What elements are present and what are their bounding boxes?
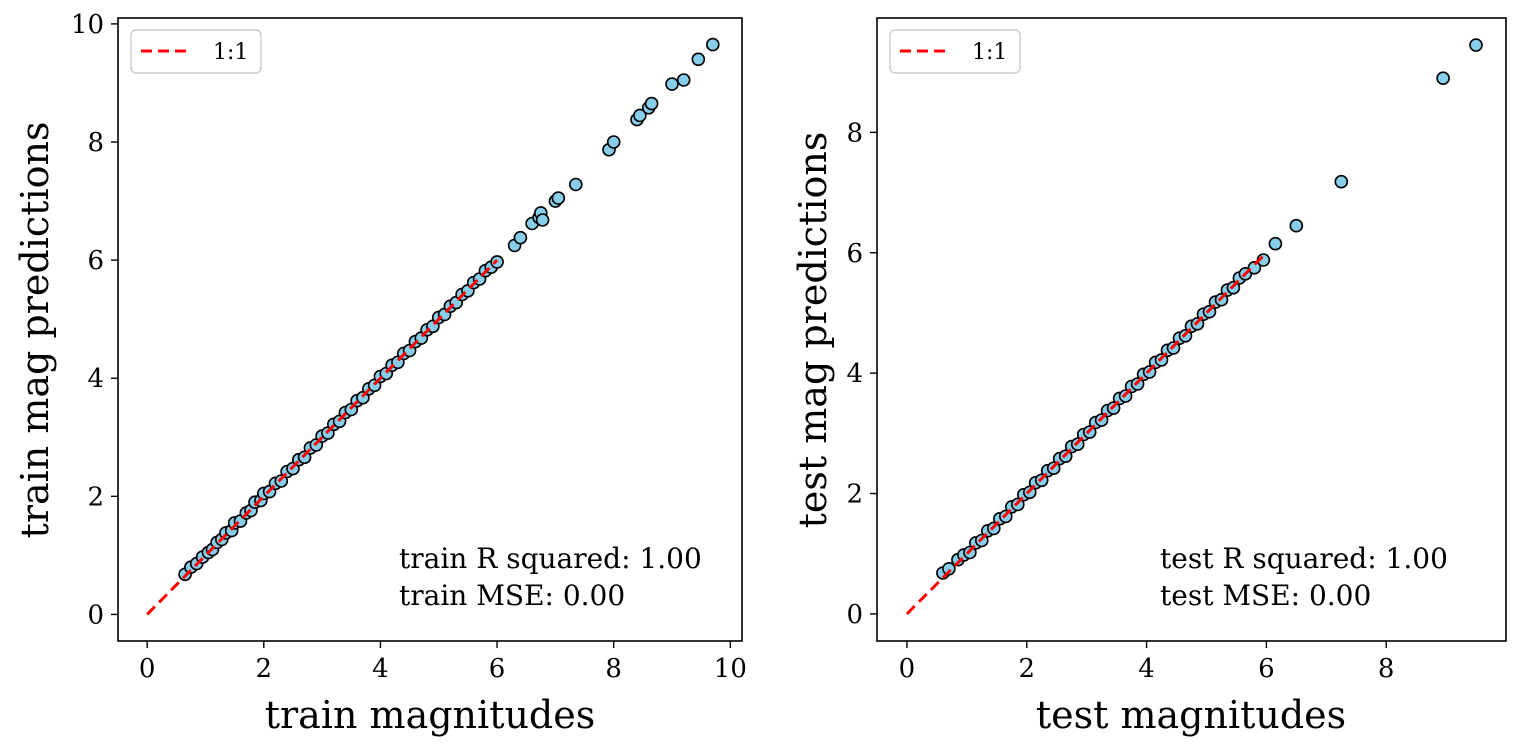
data-point <box>551 191 566 205</box>
panel-1-legend: 1:1 <box>130 29 262 74</box>
legend-box <box>130 29 262 74</box>
data-point <box>676 73 691 87</box>
x-tick-label: 8 <box>605 654 622 684</box>
y-tick-label: 8 <box>87 128 104 158</box>
panel-2-x-axis-title: test magnitudes <box>1036 693 1346 737</box>
data-point <box>1289 218 1304 233</box>
panel-1-r-squared-text: train R squared: 1.00 <box>399 542 702 575</box>
x-tick-label: 4 <box>1138 654 1155 684</box>
panel-1-mse-text: train MSE: 0.00 <box>399 579 625 612</box>
x-tick-label: 8 <box>1378 654 1395 684</box>
legend-box <box>889 29 1021 74</box>
data-point <box>568 177 583 192</box>
data-point <box>942 561 956 576</box>
data-point <box>691 52 706 67</box>
panel-2-chart: 0 2 4 6 8 0 2 4 6 8 test magnitudes test mag predic… <box>791 17 1507 737</box>
panel-1-one-to-one-line <box>146 259 499 616</box>
x-tick-label: 0 <box>899 654 916 684</box>
legend-label: 1:1 <box>972 40 1007 65</box>
y-tick-label: 0 <box>87 600 104 630</box>
data-point <box>535 213 550 227</box>
y-tick-label: 0 <box>846 600 863 630</box>
x-tick-label: 6 <box>489 654 506 684</box>
data-point <box>1469 38 1483 52</box>
x-tick-label: 2 <box>256 654 273 684</box>
panel-1-axes-frame <box>117 17 743 642</box>
data-point <box>513 230 528 245</box>
x-tick-label: 10 <box>714 654 747 684</box>
panel-1-x-axis-title: train magnitudes <box>265 693 596 737</box>
x-tick-label: 0 <box>139 654 156 684</box>
panel-2-axes-frame <box>876 17 1507 642</box>
data-point <box>606 135 621 149</box>
y-tick-label: 8 <box>846 118 863 148</box>
panel-2-mse-text: test MSE: 0.00 <box>1160 579 1371 612</box>
data-point <box>1334 174 1349 189</box>
data-point <box>705 37 720 52</box>
legend-label: 1:1 <box>213 40 248 65</box>
data-point <box>1247 260 1262 275</box>
y-tick-label: 4 <box>87 364 104 394</box>
data-point <box>644 96 659 111</box>
y-tick-label: 6 <box>846 239 863 269</box>
x-tick-label: 6 <box>1258 654 1275 684</box>
x-tick-label: 4 <box>372 654 389 684</box>
y-tick-label: 2 <box>846 480 863 510</box>
y-tick-label: 10 <box>71 10 104 40</box>
panel-2-legend: 1:1 <box>889 29 1021 74</box>
y-tick-label: 4 <box>846 359 863 389</box>
panel-2-r-squared-text: test R squared: 1.00 <box>1160 542 1448 575</box>
panel-2-y-axis-title: test mag predictions <box>791 132 835 529</box>
data-point <box>665 77 679 91</box>
data-point <box>1268 236 1283 251</box>
data-point <box>1436 71 1450 85</box>
panel-1-y-axis-title: train mag predictions <box>13 122 57 539</box>
y-tick-label: 6 <box>87 246 104 276</box>
x-tick-label: 2 <box>1018 654 1035 684</box>
panel-1-chart: 0 2 4 6 8 10 0 2 4 6 8 10 train magnitudes train mag … <box>13 10 747 737</box>
data-point <box>633 108 647 123</box>
y-tick-label: 2 <box>87 482 104 512</box>
